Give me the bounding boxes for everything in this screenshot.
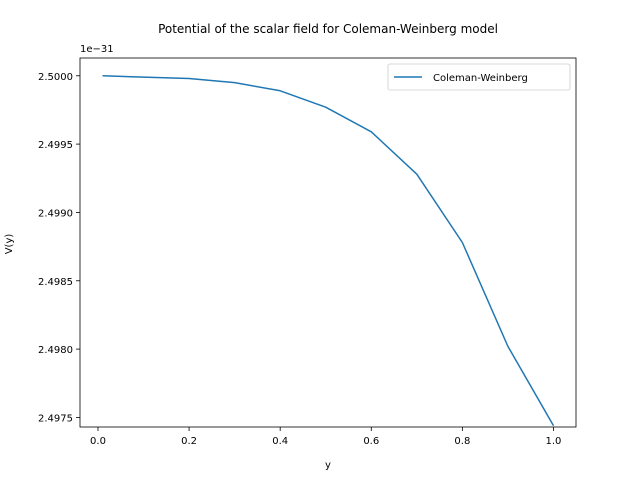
legend-label: Coleman-Weinberg [433,73,528,84]
chart-title: Potential of the scalar field for Colema… [158,22,498,36]
x-tick-label: 0.6 [363,436,379,447]
x-tick-label: 0.8 [454,436,470,447]
y-tick-label: 2.4995 [38,140,73,151]
x-tick-label: 0.2 [181,436,197,447]
y-tick-label: 2.4980 [38,345,73,356]
x-tick-label: 0.4 [272,436,288,447]
legend: Coleman-Weinberg [387,63,571,91]
legend-box [387,63,571,91]
axes-frame [79,57,577,428]
x-tick-label: 1.0 [546,436,562,447]
x-tick-label: 0.0 [90,436,106,447]
series-line-0 [102,75,555,427]
y-axis-offset-label: 1e−31 [80,44,114,55]
y-tick-label: 2.5000 [38,72,73,83]
axis-ticks: 0.0 0.2 0.4 0.6 0.8 1.0 2.4975 2.4980 2.4985 2.49… [38,72,561,447]
y-tick-label: 2.4985 [38,277,73,288]
y-tick-label: 2.4975 [38,413,73,424]
y-axis-label: V(y) [4,234,15,255]
y-tick-label: 2.4990 [38,208,73,219]
plot-area [79,57,577,428]
x-axis-label: y [325,460,331,471]
